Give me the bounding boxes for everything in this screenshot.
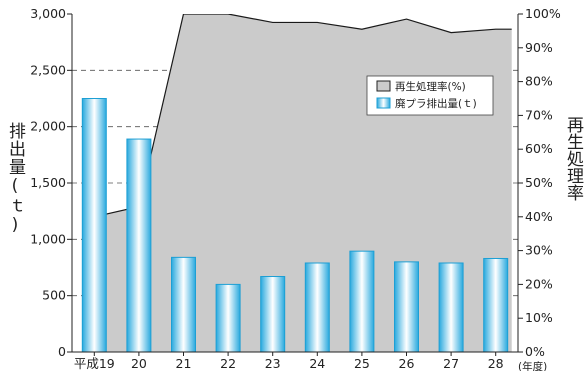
bar xyxy=(438,262,464,353)
legend-swatch-emission xyxy=(376,97,391,109)
bar xyxy=(81,98,107,353)
bar xyxy=(349,250,375,353)
left-tick-label: 2,000 xyxy=(30,119,66,134)
y-axis-label-right: 再生処理率 xyxy=(563,116,583,201)
right-tick-label: 40% xyxy=(525,209,553,224)
right-tick-label: 100% xyxy=(525,6,561,21)
right-tick-label: 30% xyxy=(525,243,553,258)
bar xyxy=(126,138,152,353)
left-tick-label: 0 xyxy=(58,344,66,359)
left-y-ticks: 0 500 1,000 1,500 2,000 2,500 3,000 xyxy=(30,6,72,359)
bar xyxy=(394,261,419,353)
legend: 再生処理率(%) 廃プラ排出量(ｔ) xyxy=(366,75,494,116)
left-tick-label: 3,000 xyxy=(30,6,66,21)
x-tick-label: 28 xyxy=(488,356,504,371)
left-tick-label: 1,000 xyxy=(30,231,66,246)
x-tick-label: 24 xyxy=(309,356,325,371)
left-tick-label: 2,500 xyxy=(30,62,66,77)
x-tick-label: 26 xyxy=(399,356,415,371)
legend-label-emission: 廃プラ排出量(ｔ) xyxy=(395,97,477,110)
bar xyxy=(171,256,196,353)
right-tick-label: 10% xyxy=(525,310,553,325)
right-tick-label: 70% xyxy=(525,107,553,122)
bar xyxy=(260,276,286,353)
x-tick-label: 27 xyxy=(443,356,459,371)
right-tick-label: 20% xyxy=(525,276,553,291)
waste-plastic-bars xyxy=(81,98,509,353)
bar xyxy=(304,262,330,353)
left-tick-label: 1,500 xyxy=(30,175,66,190)
right-y-ticks: 0% 10% 20% 30% 40% 50% 60% 70% 80% 90% 100% xyxy=(518,6,561,359)
bar xyxy=(215,283,241,353)
x-ticks: 平成19 20 21 22 23 24 25 26 27 28 xyxy=(74,352,504,371)
rate-line xyxy=(94,14,512,218)
x-tick-label: 平成19 xyxy=(74,356,115,371)
x-unit-label: (年度) xyxy=(518,360,547,371)
legend-swatch-rate xyxy=(376,80,391,92)
x-tick-label: 25 xyxy=(354,356,370,371)
right-tick-label: 50% xyxy=(525,175,553,190)
right-tick-label: 60% xyxy=(525,141,553,156)
x-tick-label: 20 xyxy=(131,356,147,371)
x-tick-label: 22 xyxy=(220,356,236,371)
x-tick-label: 21 xyxy=(176,356,192,371)
right-tick-label: 80% xyxy=(525,74,553,89)
left-tick-label: 500 xyxy=(42,288,66,303)
right-tick-label: 0% xyxy=(525,344,545,359)
right-tick-label: 90% xyxy=(525,40,553,55)
x-tick-label: 23 xyxy=(265,356,281,371)
y-axis-label-left: 排出量(ｔ) xyxy=(5,122,25,236)
bar xyxy=(483,257,509,353)
legend-label-rate: 再生処理率(%) xyxy=(395,80,466,93)
